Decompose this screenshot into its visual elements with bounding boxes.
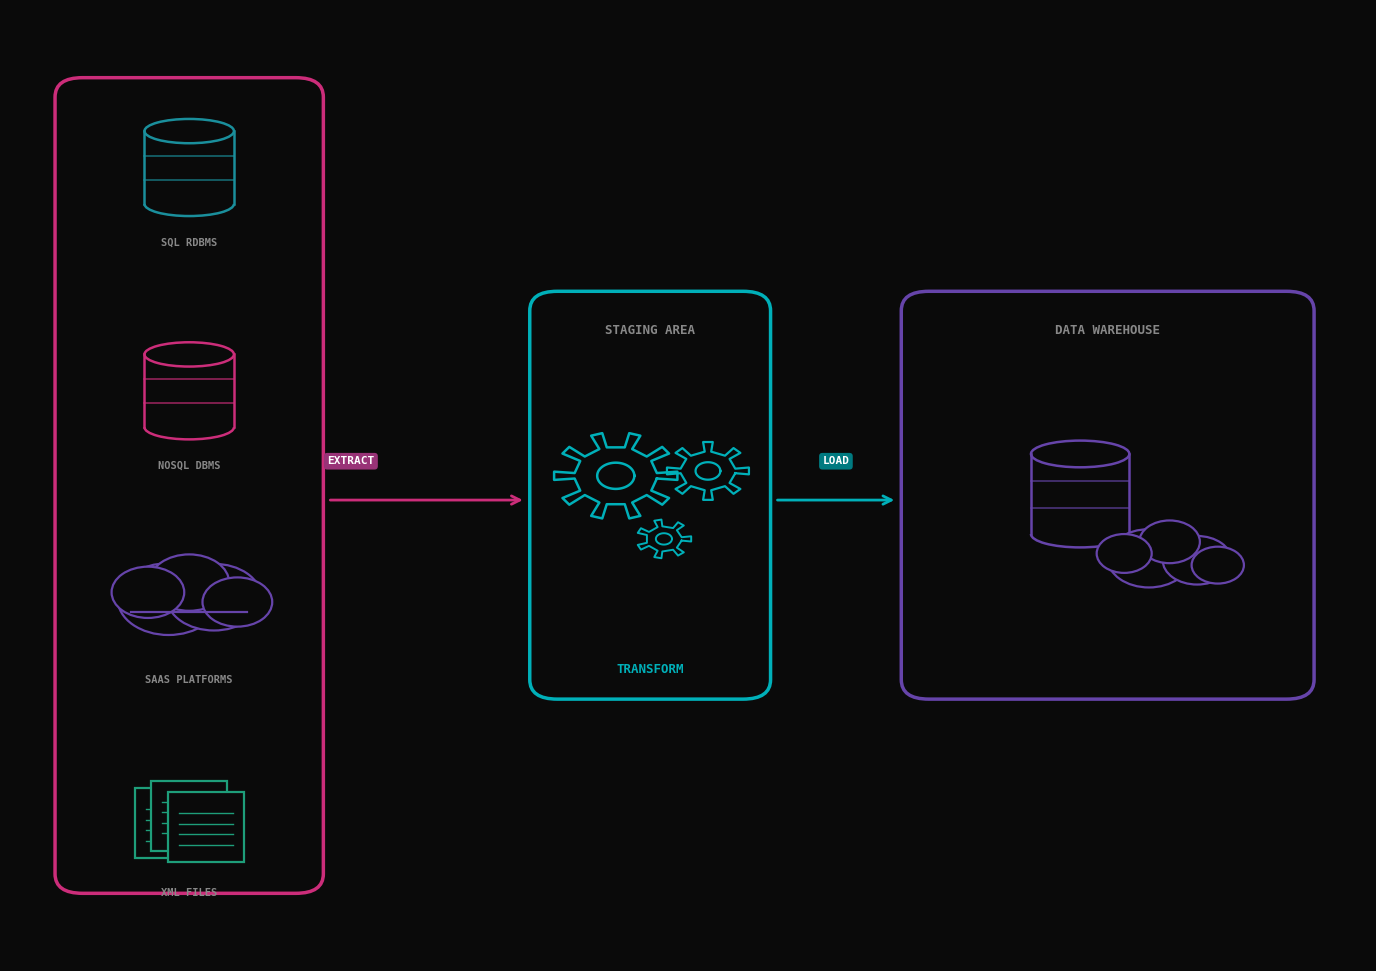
Circle shape <box>166 564 261 630</box>
Circle shape <box>202 578 272 626</box>
Text: NOSQL DBMS: NOSQL DBMS <box>158 461 220 471</box>
Text: XML FILES: XML FILES <box>161 888 217 898</box>
Text: EXTRACT: EXTRACT <box>327 456 374 466</box>
Circle shape <box>1139 520 1200 563</box>
Circle shape <box>1108 529 1190 587</box>
Circle shape <box>1192 547 1244 584</box>
Circle shape <box>118 563 219 635</box>
Circle shape <box>149 554 230 611</box>
Text: STAGING AREA: STAGING AREA <box>605 323 695 337</box>
FancyBboxPatch shape <box>168 792 244 862</box>
Text: TRANSFORM: TRANSFORM <box>616 663 684 677</box>
Text: SAAS PLATFORMS: SAAS PLATFORMS <box>146 675 233 685</box>
Circle shape <box>111 567 184 618</box>
Text: SQL RDBMS: SQL RDBMS <box>161 238 217 248</box>
Circle shape <box>1097 534 1152 573</box>
FancyBboxPatch shape <box>151 781 227 851</box>
Text: LOAD: LOAD <box>823 456 849 466</box>
Text: DATA WAREHOUSE: DATA WAREHOUSE <box>1055 323 1160 337</box>
FancyBboxPatch shape <box>135 788 211 858</box>
Circle shape <box>1163 536 1232 585</box>
